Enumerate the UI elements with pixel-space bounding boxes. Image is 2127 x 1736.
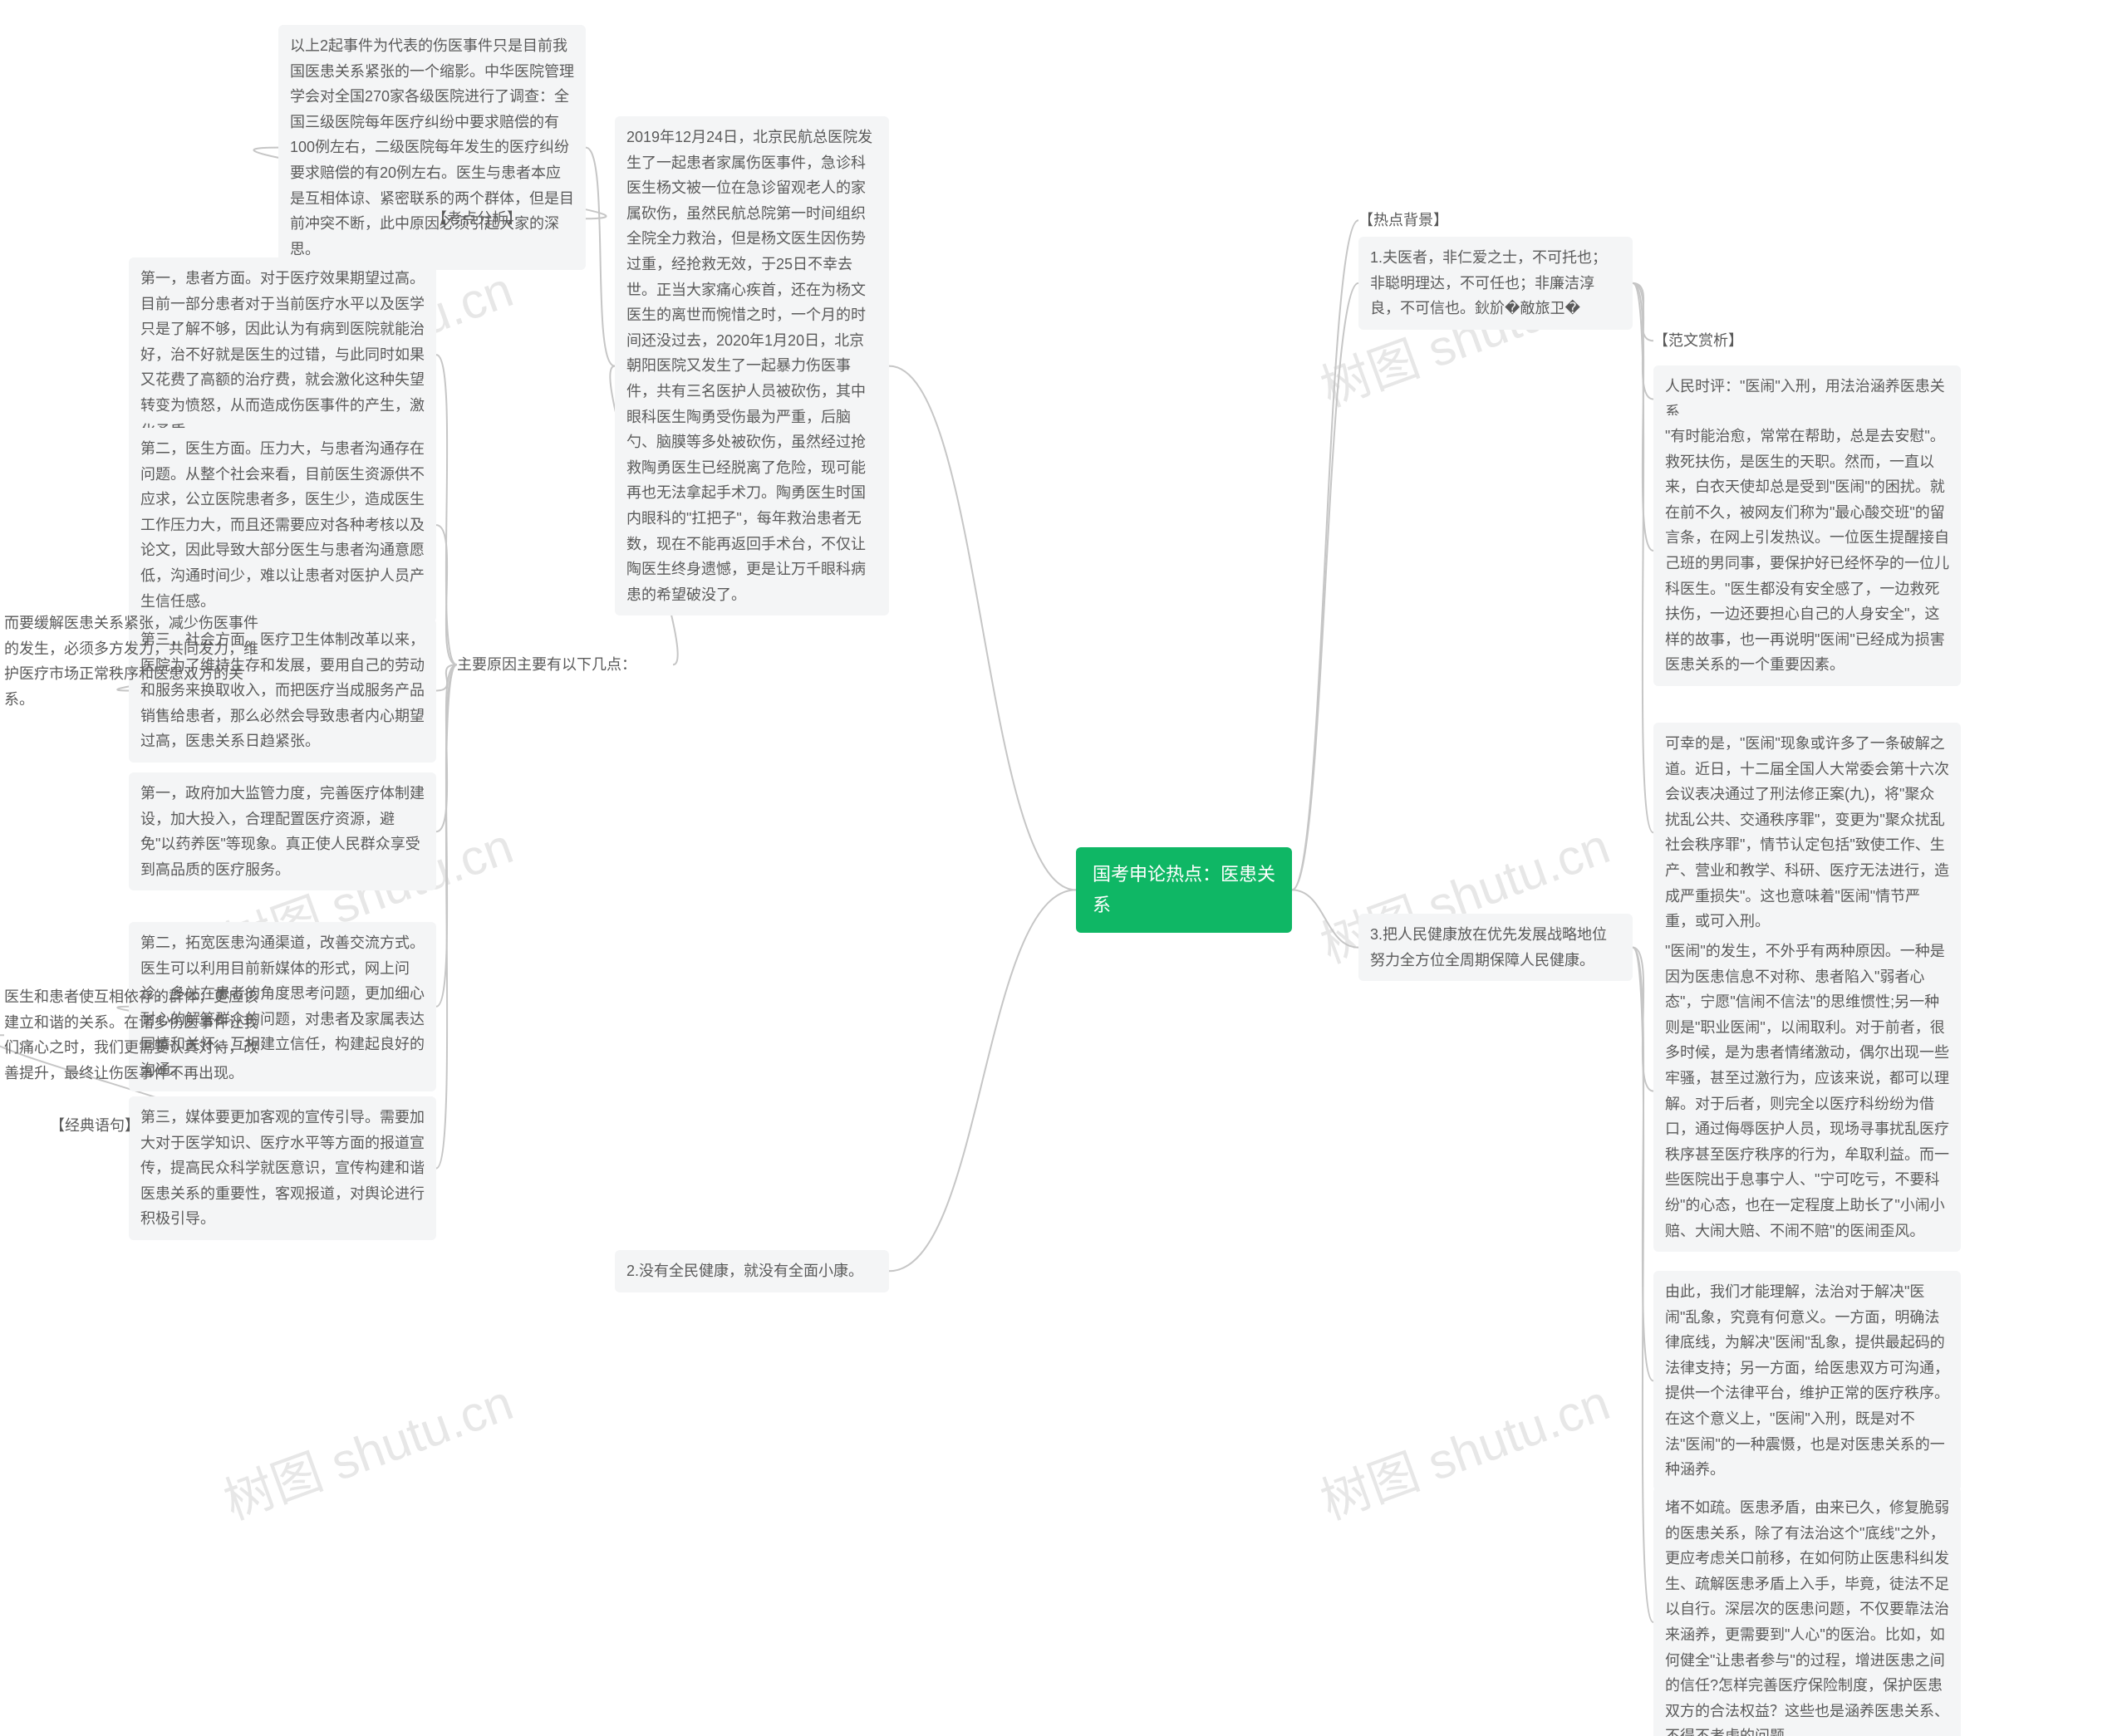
essay-paragraph-4: 由此，我们才能理解，法治对于解决"医闹"乱象，究竟有何意义。一方面，明确法律底线… — [1653, 1271, 1961, 1491]
cause-side-note: 而要缓解医患关系紧张，减少伤医事件的发生，必须多方发力，共同发力，维护医疗市场正… — [4, 611, 270, 712]
solution-side-note: 医生和患者使互相依存的群体，更应该建立和谐的关系。在诸多伤医事件让我们痛心之时，… — [4, 984, 270, 1086]
essay-paragraph-1: "有时能治愈，常常在帮助，总是去安慰"。救死扶伤，是医生的天职。然而，一直以来，… — [1653, 415, 1961, 686]
essay-paragraph-3: "医闹"的发生，不外乎有两种原因。一种是因为医患信息不对称、患者陷入"弱者心态"… — [1653, 930, 1961, 1252]
watermark: 树图 shutu.cn — [1309, 1362, 1618, 1533]
background-tag: 【热点背景】 — [1358, 208, 1508, 233]
essay-tag: 【范文赏析】 — [1653, 328, 1803, 354]
doctor-quotation: 1.夫医者，非仁爱之士，不可托也；非聪明理达，不可任也；非廉洁淳良，不可信也。鈥… — [1358, 237, 1633, 330]
watermark: 树图 shutu.cn — [213, 1362, 521, 1533]
root-node[interactable]: 国考申论热点：医患关系 — [1076, 847, 1292, 933]
cause-2: 第二，医生方面。压力大，与患者沟通存在问题。从整个社会来看，目前医生资源供不应求… — [129, 428, 436, 622]
event-summary: 2019年12月24日，北京民航总医院发生了一起患者家属伤医事件，急诊科医生杨文… — [615, 116, 889, 615]
causes-heading: 主要原因主要有以下几点： — [457, 652, 673, 678]
analysis-paragraph: 以上2起事件为代表的伤医事件只是目前我国医患关系紧张的一个缩影。中华医院管理学会… — [278, 25, 586, 270]
health-statement: 2.没有全民健康，就没有全面小康。 — [615, 1250, 889, 1292]
analysis-tag: 【考点分析】 — [432, 206, 582, 232]
priority-statement: 3.把人民健康放在优先发展战略地位 努力全方位全周期保障人民健康。 — [1358, 914, 1633, 981]
solution-1: 第一，政府加大监管力度，完善医疗体制建设，加大投入，合理配置医疗资源，避免"以药… — [129, 772, 436, 890]
essay-paragraph-5: 堵不如疏。医患矛盾，由来已久，修复脆弱的医患关系，除了有法治这个"底线"之外，更… — [1653, 1487, 1961, 1736]
classic-quote-tag: 【经典语句】 — [50, 1113, 199, 1139]
essay-paragraph-2: 可幸的是，"医闹"现象或许多了一条破解之道。近日，十二届全国人大常委会第十六次会… — [1653, 723, 1961, 943]
cause-1: 第一，患者方面。对于医疗效果期望过高。目前一部分患者对于当前医疗水平以及医学只是… — [129, 257, 436, 452]
